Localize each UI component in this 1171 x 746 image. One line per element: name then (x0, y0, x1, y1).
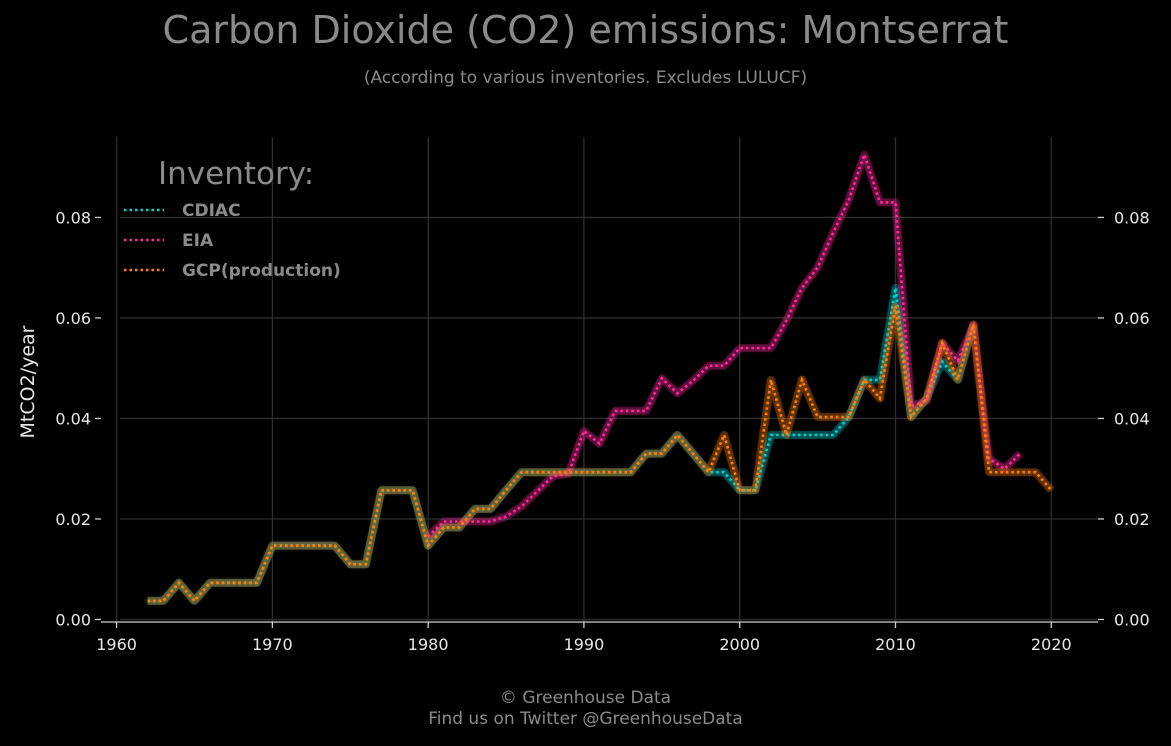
y-axis-label: MtCO2/year (17, 325, 39, 438)
chart-title: Carbon Dioxide (CO2) emissions: Montserr… (162, 8, 1009, 52)
legend-label: CDIAC (182, 201, 241, 221)
axes: 1960 1970 1980 1990 2000 2010 2020 0.00 0.00 0.02… (55, 208, 1149, 654)
x-tick-label: 1960 (96, 635, 137, 654)
series-line-eia (427, 150, 1022, 538)
legend-label: GCP(production) (182, 261, 341, 281)
series-lines (147, 150, 1055, 605)
y-tick-label-right: 0.00 (1114, 610, 1150, 629)
x-tick-label: 2020 (1031, 635, 1072, 654)
chart-subtitle: (According to various inventories. Exclu… (363, 68, 808, 88)
y-tick-label-left: 0.06 (55, 309, 91, 328)
grid (115, 137, 1098, 622)
y-tick-label-left: 0.04 (55, 409, 91, 428)
y-tick-label-right: 0.04 (1114, 409, 1150, 428)
x-tick-label: 1990 (564, 635, 605, 654)
y-tick-label-right: 0.06 (1114, 309, 1150, 328)
y-tick-label-left: 0.00 (55, 610, 91, 629)
y-tick-label-left: 0.08 (55, 208, 91, 227)
x-tick-label: 2010 (875, 635, 916, 654)
legend-title: Inventory: (158, 156, 314, 192)
y-tick-label-left: 0.02 (55, 510, 91, 529)
x-tick-label: 2000 (719, 635, 760, 654)
series-line-gcp-production- (147, 306, 1053, 603)
x-tick-label: 1970 (252, 635, 293, 654)
legend: Inventory: CDIAC EIA GCP(production) (124, 156, 341, 281)
series-glow-gcp-production- (147, 302, 1055, 605)
y-tick-label-right: 0.02 (1114, 510, 1150, 529)
y-tick-label-right: 0.08 (1114, 208, 1150, 227)
footer-twitter: Find us on Twitter @GreenhouseData (428, 709, 743, 729)
legend-label: EIA (182, 231, 214, 251)
footer-copyright: © Greenhouse Data (499, 688, 672, 708)
x-tick-label: 1980 (408, 635, 449, 654)
